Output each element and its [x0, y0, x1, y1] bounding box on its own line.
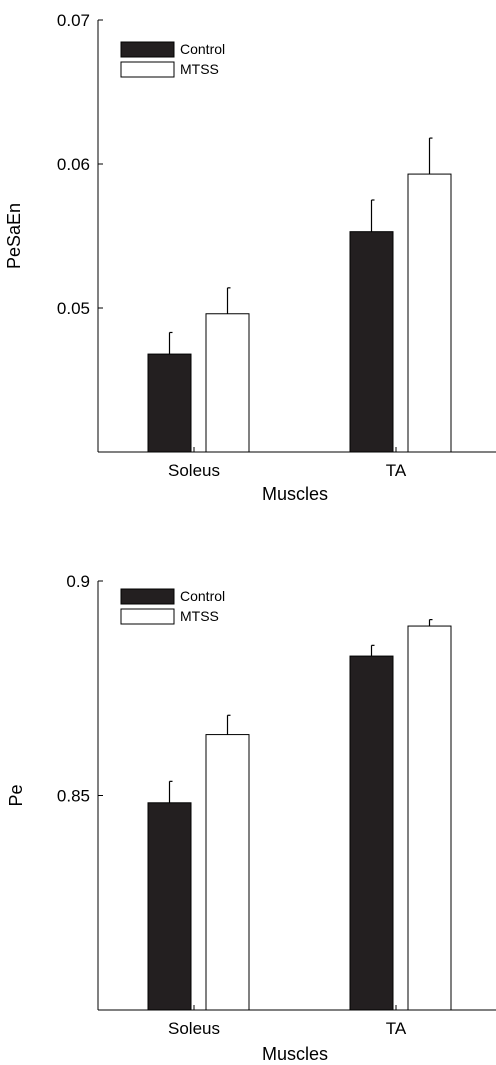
- bar-control: [147, 802, 192, 1011]
- x-axis-label: Muscles: [262, 484, 328, 504]
- x-axis-label: Muscles: [262, 1044, 328, 1064]
- x-tick-label: TA: [386, 461, 407, 480]
- pe-chart: 0.85 0.9 Soleus TA Muscles Pe Control MTSS: [6, 572, 496, 1064]
- bar-control: [349, 655, 394, 1011]
- legend-swatch-control: [120, 41, 175, 58]
- legend-label-mtss: MTSS: [180, 61, 219, 77]
- bar-control: [349, 231, 394, 453]
- legend-label-mtss: MTSS: [180, 608, 219, 624]
- legend-swatch-mtss: [120, 608, 175, 625]
- bar-mtss: [407, 173, 452, 453]
- bar-control: [147, 353, 192, 453]
- pesaen-chart: 0.05 0.06 0.07 Soleus TA Muscles PeSaEn Control…: [4, 11, 496, 504]
- bar-mtss: [407, 625, 452, 1011]
- x-tick-label: Soleus: [168, 1019, 220, 1038]
- y-axis-label: PeSaEn: [4, 203, 24, 269]
- x-tick-label: TA: [386, 1019, 407, 1038]
- x-tick-label: Soleus: [168, 461, 220, 480]
- y-tick-label: 0.05: [57, 299, 90, 318]
- bar-mtss: [205, 734, 250, 1011]
- y-tick-label: 0.07: [57, 11, 90, 30]
- legend-label-control: Control: [180, 588, 225, 604]
- y-tick-label: 0.9: [66, 572, 90, 591]
- y-tick-label: 0.06: [57, 155, 90, 174]
- y-tick-label: 0.85: [57, 787, 90, 806]
- legend-swatch-control: [120, 588, 175, 605]
- legend-swatch-mtss: [120, 61, 175, 78]
- legend-label-control: Control: [180, 41, 225, 57]
- y-axis-label: Pe: [6, 784, 26, 806]
- bar-mtss: [205, 313, 250, 453]
